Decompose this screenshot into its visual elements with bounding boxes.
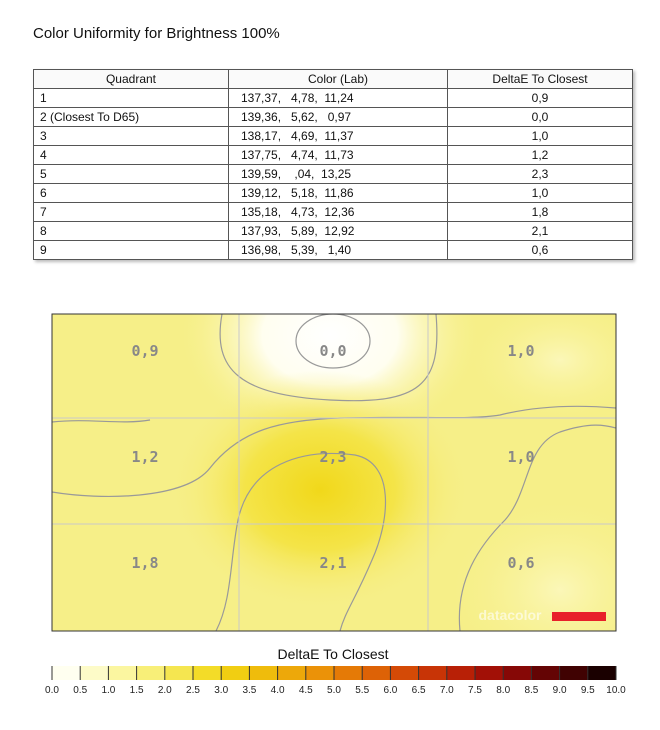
quadrant-value: 1,8 [131,554,158,572]
table-cell: 2 (Closest To D65) [33,107,229,127]
page-title: Color Uniformity for Brightness 100% [33,25,280,42]
table-row: 5 139,59, ,04, 13,25 2,3 [33,164,633,184]
colorbar-segment [531,666,560,680]
colorbar-segment [390,666,419,680]
colorbar-segment [80,666,109,680]
column-header: Color (Lab) [228,69,448,89]
colorbar-tick-label: 2.5 [186,685,200,696]
colorbar-tick-label: 10.0 [606,685,626,696]
colorbar-segment [503,666,532,680]
colorbar-tick-label: 4.0 [271,685,285,696]
colorbar-segment [136,666,165,680]
column-header: DeltaE To Closest [447,69,633,89]
column-header: Quadrant [33,69,229,89]
colorbar-tick-label: 6.0 [383,685,397,696]
table-cell: 136,98, 5,39, 1,40 [228,240,448,260]
colorbar-tick-label: 2.0 [158,685,172,696]
colorbar-tick-label: 7.5 [468,685,482,696]
colorbar-segment [418,666,447,680]
colorbar-tick-label: 0.0 [45,685,59,696]
header-row: Quadrant Color (Lab) DeltaE To Closest [33,69,633,89]
table-row: 6 139,12, 5,18, 11,86 1,0 [33,183,633,203]
results-table: Quadrant Color (Lab) DeltaE To Closest 1 137… [33,69,633,260]
colorbar-segment [164,666,193,680]
colorbar-segment [559,666,588,680]
quadrant-value: 0,0 [319,342,346,360]
table-cell: 139,59, ,04, 13,25 [228,164,448,184]
colorbar-segment [249,666,278,680]
colorbar-tick-label: 0.5 [73,685,87,696]
table-cell: 139,12, 5,18, 11,86 [228,183,448,203]
colorbar-segment [52,666,81,680]
quadrant-value: 1,0 [507,448,534,466]
colorbar-segment [193,666,222,680]
table-cell: 9 [33,240,229,260]
colorbar-tick-label: 3.5 [242,685,256,696]
heatmap: datacolor [52,314,616,631]
table-row: 7 135,18, 4,73, 12,36 1,8 [33,202,633,222]
colorbar-segment [305,666,334,680]
table-row: 2 (Closest To D65) 139,36, 5,62, 0,97 0,0 [33,107,633,127]
table-row: 9 136,98, 5,39, 1,40 0,6 [33,240,633,260]
colorbar-tick-label: 9.0 [553,685,567,696]
table-row: 3 138,17, 4,69, 11,37 1,0 [33,126,633,146]
table-row: 4 137,75, 4,74, 11,73 1,2 [33,145,633,165]
table-cell: 0,6 [447,240,633,260]
colorbar-tick-label: 8.5 [524,685,538,696]
colorbar-title: DeltaE To Closest [277,646,388,662]
colorbar-segment [446,666,475,680]
colorbar-segment [587,666,616,680]
colorbar-tick-label: 5.5 [355,685,369,696]
quadrant-value: 1,2 [131,448,158,466]
colorbar-segment [221,666,250,680]
table-cell: 1,8 [447,202,633,222]
colorbar-tick-label: 1.5 [130,685,144,696]
colorbar-segment [362,666,391,680]
colorbar-segment [475,666,504,680]
watermark: datacolor [478,607,542,623]
colorbar-tick-label: 8.0 [496,685,510,696]
colorbar-tick-label: 9.5 [581,685,595,696]
quadrant-value: 1,0 [507,342,534,360]
table-cell: 137,37, 4,78, 11,24 [228,88,448,108]
colorbar-tick-label: 4.5 [299,685,313,696]
colorbar-segment [334,666,363,680]
quadrant-value: 2,1 [319,554,346,572]
quadrant-value: 0,9 [131,342,158,360]
quadrant-value: 2,3 [319,448,346,466]
table-cell: 2,1 [447,221,633,241]
quadrant-value: 0,6 [507,554,534,572]
colorbar-tick-label: 3.0 [214,685,228,696]
table-cell: 137,93, 5,89, 12,92 [228,221,448,241]
colorbar-tick-label: 1.0 [101,685,115,696]
colorbar-tick-label: 7.0 [440,685,454,696]
colorbar-tick-label: 5.0 [327,685,341,696]
colorbar-tick-label: 6.5 [412,685,426,696]
colorbar-segment [277,666,306,680]
colorbar-segment [108,666,137,680]
